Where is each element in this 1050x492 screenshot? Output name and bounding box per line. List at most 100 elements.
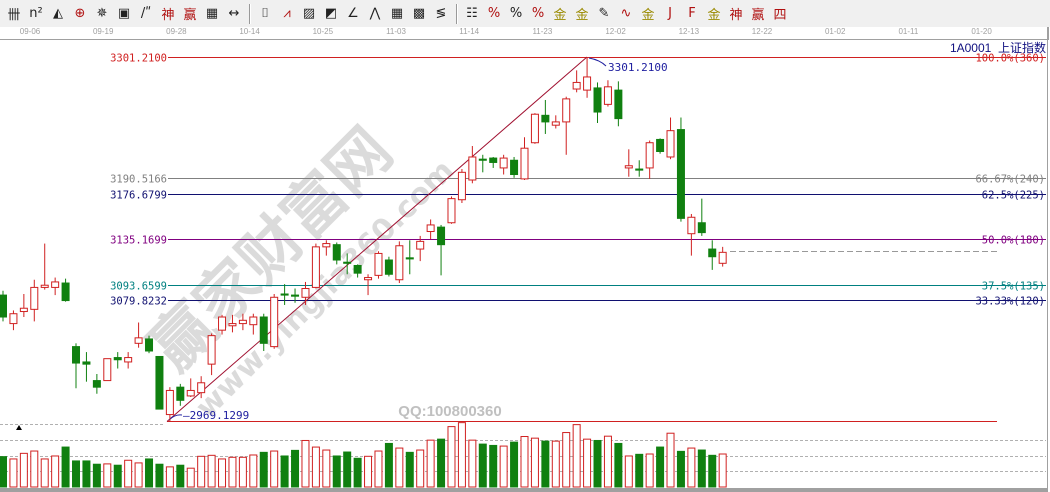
gann-box-icon[interactable]: ▨	[302, 6, 316, 21]
symbol-code: 1A0001	[949, 41, 992, 55]
bottom-scrollbar[interactable]	[0, 488, 1048, 492]
triangle-pen-icon[interactable]: ◭	[53, 6, 63, 21]
candle	[270, 293, 279, 349]
god-line-icon[interactable]: 神	[161, 8, 175, 23]
win-fan-icon[interactable]: 赢	[751, 8, 765, 23]
x-tick-label: 01-11	[898, 27, 919, 36]
x-tick-label: 12-22	[751, 27, 773, 36]
candle-body	[551, 121, 560, 126]
candle	[426, 219, 435, 240]
gold-fan-icon[interactable]: 金	[707, 8, 721, 23]
candle	[134, 322, 143, 348]
candle	[572, 70, 581, 93]
span-arrows-icon[interactable]: ↔	[228, 6, 240, 21]
j-fan-icon[interactable]: J	[668, 6, 672, 21]
candle-body	[708, 248, 717, 258]
wave-cycle-icon[interactable]: ∿	[620, 6, 632, 21]
crosshair-circle-icon[interactable]: ⊕	[74, 6, 86, 21]
candle	[718, 246, 727, 267]
volume-bar	[9, 458, 18, 488]
candle	[520, 137, 529, 180]
grid-lines-icon[interactable]: 卌	[7, 8, 21, 23]
volume-bar	[103, 463, 112, 488]
candle	[186, 378, 195, 398]
fan-lines-icon[interactable]: ⩘	[283, 6, 291, 21]
candle	[603, 80, 612, 107]
x-tick-label: 10-25	[312, 27, 334, 36]
candle-body	[176, 386, 185, 401]
volume-bar	[92, 463, 101, 488]
percent-icon[interactable]: %	[509, 6, 523, 21]
candle	[176, 383, 185, 406]
candle	[92, 374, 101, 394]
fib-ratio-label: 33.33%(120)	[975, 296, 1045, 308]
candle-body	[0, 294, 7, 318]
candle-body	[395, 245, 404, 281]
percent-fib-icon[interactable]: %	[487, 6, 501, 21]
candle	[687, 213, 696, 256]
fib-ratio-label: 62.5%(225)	[982, 190, 1045, 202]
gold-box-icon[interactable]: 金	[641, 8, 655, 23]
candle	[51, 277, 60, 296]
volume-bar	[124, 459, 133, 488]
candle	[30, 279, 39, 322]
drawing-toolbar: 卌 n² ◭ ⊕ ✵ ▣/ʺ 神赢 ▦ ↔ ⌷ ⩘ ▨ ◩ ∠ ⋀ ▦ ▩ ≶ ☷%%% 金金 ✎ ∿ 金 J F 金神赢四	[0, 0, 1050, 27]
candle-body	[416, 240, 425, 250]
fib-price-label: 3079.8232	[110, 296, 167, 308]
parallel-lines-icon[interactable]: ≶	[435, 6, 447, 21]
volume-bar	[718, 453, 727, 488]
grid-box-dark-icon[interactable]: ▩	[412, 6, 426, 21]
volume-bar	[301, 439, 310, 488]
pen-marker-icon[interactable]: ✎	[598, 6, 610, 21]
volume-bar	[332, 455, 341, 488]
candle	[416, 235, 425, 262]
candle	[614, 81, 623, 127]
box-select-icon[interactable]: ⌷	[261, 6, 269, 21]
candle	[645, 140, 654, 179]
gold-circle-icon[interactable]: 金	[553, 8, 567, 23]
concentric-box-icon[interactable]: ▣	[117, 6, 131, 21]
candle-body	[520, 147, 529, 180]
candle-body	[332, 244, 341, 261]
candle-body	[311, 246, 320, 288]
candle-body	[635, 168, 644, 171]
gann-fan-icon[interactable]: ◩	[324, 6, 338, 21]
candle-body	[489, 157, 498, 163]
x-tick-label: 12-02	[605, 27, 626, 36]
win-line-icon[interactable]: 赢	[183, 8, 197, 23]
x-tick-label: 11-14	[459, 27, 480, 36]
candle	[405, 240, 414, 275]
candle	[155, 355, 164, 410]
shen-fan-icon[interactable]: 神	[729, 8, 743, 23]
table-icon[interactable]: ☷	[466, 6, 478, 21]
volume-bar	[468, 439, 477, 488]
candle	[656, 138, 665, 154]
time-grid-icon[interactable]: ▦	[205, 6, 219, 21]
grid-box-icon[interactable]: ▦	[390, 6, 404, 21]
candle	[489, 156, 498, 168]
gold-lines-icon[interactable]: 金	[575, 8, 589, 23]
candle	[113, 352, 122, 369]
angle-lines-icon[interactable]: /ʺ	[140, 6, 152, 21]
volume-bar	[270, 450, 279, 488]
four-fan-icon[interactable]: 四	[773, 8, 787, 23]
n-squared-icon[interactable]: n²	[29, 6, 43, 21]
f-fan-icon[interactable]: F	[688, 6, 696, 21]
candle-body	[697, 222, 706, 234]
volume-bar	[176, 464, 185, 488]
angle-icon[interactable]: ∠	[347, 6, 359, 21]
candle-body	[218, 316, 227, 331]
candle	[697, 198, 706, 236]
radial-target-icon[interactable]: ✵	[96, 6, 108, 21]
volume-bar	[520, 436, 529, 488]
volume-bar	[583, 438, 592, 488]
wave-icon[interactable]: ⋀	[369, 6, 381, 21]
candle	[145, 335, 154, 354]
percent-lines-icon[interactable]: %	[531, 6, 545, 21]
volume-bar	[374, 450, 383, 488]
volume-bar	[40, 458, 49, 488]
candle-body	[510, 159, 519, 176]
candle-body	[457, 171, 466, 201]
volume-bar	[416, 449, 425, 488]
